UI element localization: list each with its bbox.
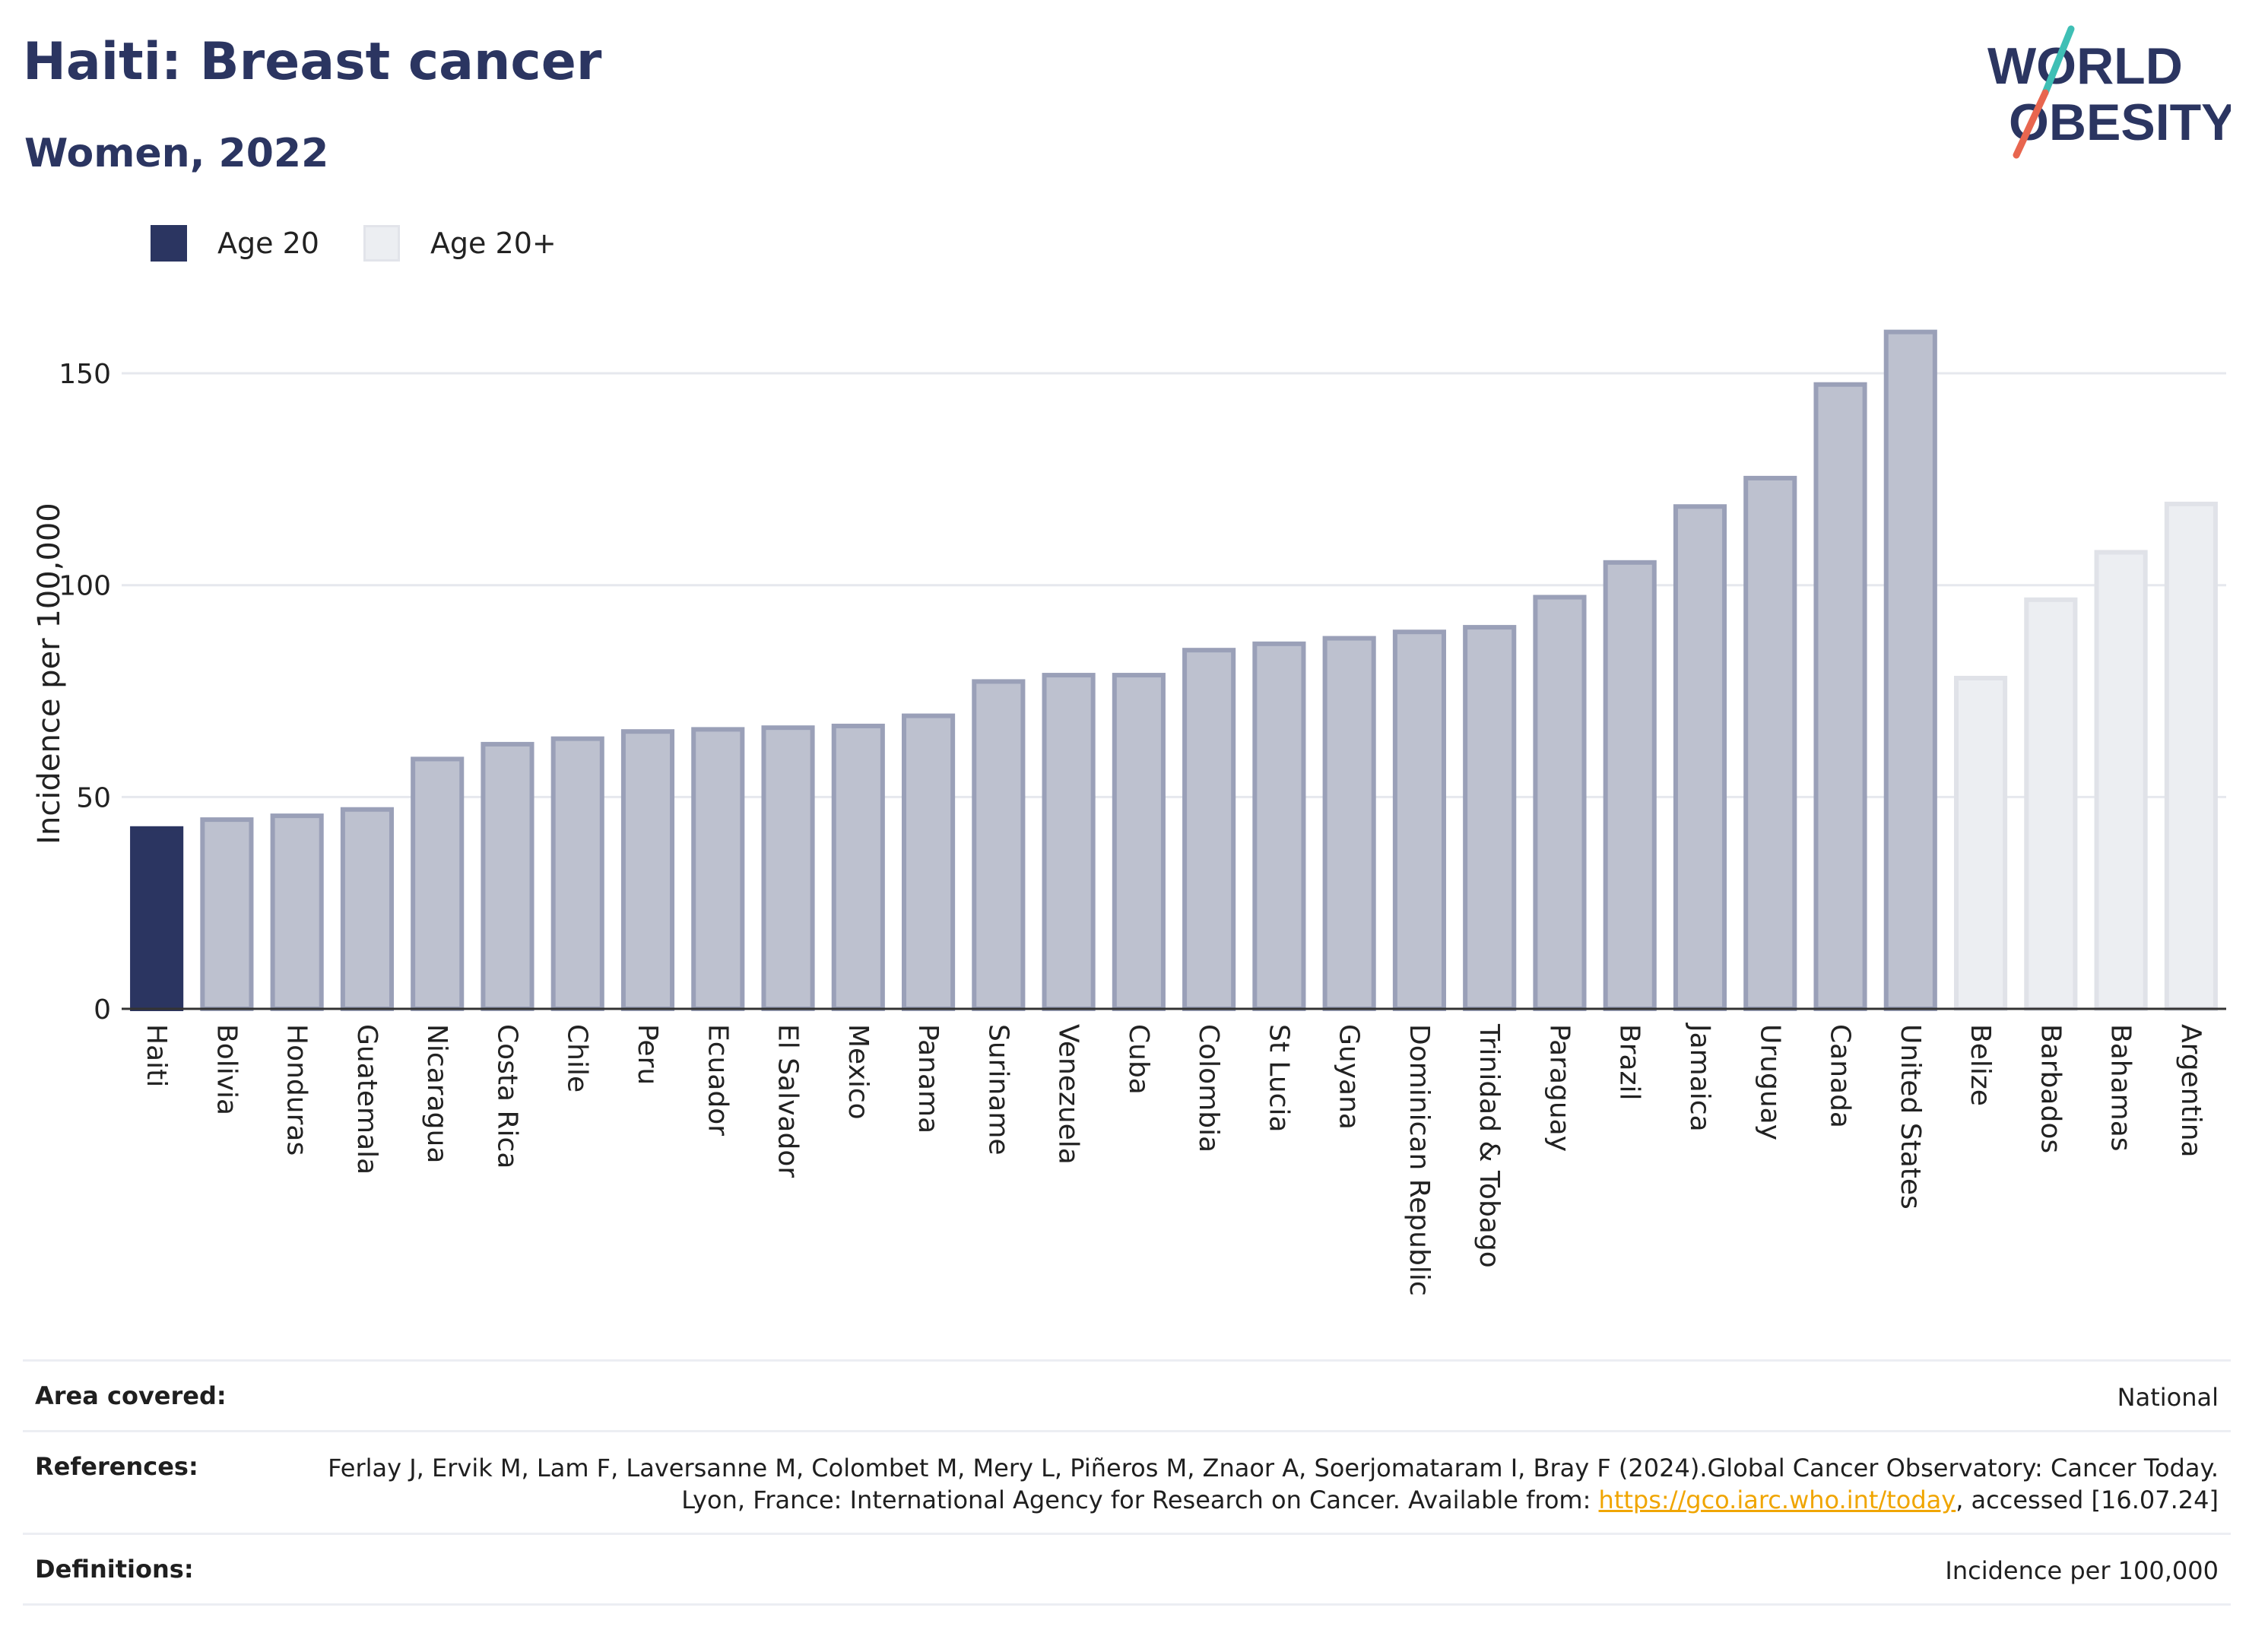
bar-united-states xyxy=(1883,329,1937,1011)
x-tick-label: El Salvador xyxy=(772,1024,804,1178)
x-tick-label: Bolivia xyxy=(211,1024,242,1115)
legend-swatch-age20plus xyxy=(363,225,400,262)
bar-brazil xyxy=(1603,560,1657,1011)
x-tick-label: Barbados xyxy=(2035,1024,2066,1153)
chart-title: Haiti: Breast cancer xyxy=(23,32,602,92)
references-value: Ferlay J, Ervik M, Lam F, Laversanne M, … xyxy=(318,1452,2219,1516)
references-suffix: , accessed [16.07.24] xyxy=(1956,1486,2219,1514)
bar-chart: 0 50 100 150 Incidence per 100,000 Haiti Boliv… xyxy=(32,329,2226,1296)
x-tick-label: Peru xyxy=(632,1024,663,1085)
y-tick-label: 100 xyxy=(59,571,111,602)
x-tick-label: Mexico xyxy=(842,1024,874,1120)
bar-peru xyxy=(620,729,675,1011)
x-tick-label: Guatemala xyxy=(351,1024,382,1175)
legend-label-age20: Age 20 xyxy=(217,227,319,260)
x-tick-label: Belize xyxy=(1965,1024,1996,1106)
bar-mexico xyxy=(831,723,885,1011)
x-tick-label: Canada xyxy=(1825,1024,1856,1128)
x-tick-label: Uruguay xyxy=(1754,1024,1785,1140)
y-tick-label: 0 xyxy=(94,994,111,1026)
footer-row-references: References: Ferlay J, Ervik M, Lam F, La… xyxy=(23,1430,2231,1533)
area-label: Area covered: xyxy=(35,1381,227,1410)
bar-ecuador xyxy=(691,727,745,1011)
logo-line-2: OBESITY xyxy=(2009,94,2231,151)
bar-nicaragua xyxy=(411,756,465,1011)
y-tick-label: 50 xyxy=(76,782,111,813)
x-tick-label: Cuba xyxy=(1123,1024,1154,1095)
x-tick-label: St Lucia xyxy=(1263,1024,1294,1133)
x-tick-label: Nicaragua xyxy=(421,1024,452,1163)
bar-costa-rica xyxy=(481,741,534,1011)
x-tick-label: United States xyxy=(1895,1024,1926,1210)
bar-bahamas xyxy=(2094,550,2148,1011)
bar-panama xyxy=(902,713,956,1012)
bar-haiti xyxy=(130,826,184,1011)
bar-suriname xyxy=(972,679,1026,1011)
legend-label-age20plus: Age 20+ xyxy=(430,227,557,260)
footer-table: Area covered: National References: Ferla… xyxy=(23,1359,2231,1606)
footer-row-definitions: Definitions: Incidence per 100,000 xyxy=(23,1533,2231,1606)
x-tick-label: Haiti xyxy=(141,1024,172,1087)
references-text: Ferlay J, Ervik M, Lam F, Laversanne M, … xyxy=(328,1454,2219,1514)
x-tick-label: Panama xyxy=(912,1024,944,1134)
bar-dominican-republic xyxy=(1392,629,1446,1012)
x-tick-label: Trinidad & Tobago xyxy=(1473,1023,1505,1268)
bar-chile xyxy=(550,736,604,1011)
y-axis-label: Incidence per 100,000 xyxy=(32,503,67,845)
bar-honduras xyxy=(270,813,324,1011)
logo-line-1: WORLD xyxy=(1987,37,2183,95)
x-tick-label: Jamaica xyxy=(1684,1023,1715,1132)
x-tick-label: Dominican Republic xyxy=(1404,1024,1435,1296)
bar-jamaica xyxy=(1673,504,1727,1011)
area-value: National xyxy=(2117,1383,2219,1412)
legend-swatch-age20 xyxy=(151,225,187,262)
x-tick-label: Costa Rica xyxy=(491,1024,522,1168)
references-label: References: xyxy=(35,1452,198,1481)
bar-bolivia xyxy=(200,817,254,1011)
bar-belize xyxy=(1954,675,2008,1011)
x-tick-label: Argentina xyxy=(2175,1024,2206,1158)
x-tick-label: Venezuela xyxy=(1053,1024,1084,1165)
chart-legend: Age 20 Age 20+ xyxy=(151,225,601,262)
bar-venezuela xyxy=(1042,673,1096,1011)
x-tick-label: Bahamas xyxy=(2105,1024,2136,1152)
bar-cuba xyxy=(1112,673,1166,1011)
bar-colombia xyxy=(1182,648,1236,1012)
bar-uruguay xyxy=(1743,475,1797,1011)
references-link[interactable]: https://gco.iarc.who.int/today xyxy=(1598,1486,1956,1514)
x-tick-label: Colombia xyxy=(1193,1024,1224,1153)
x-tick-label: Chile xyxy=(562,1024,593,1092)
y-tick-label: 150 xyxy=(59,359,111,390)
footer-row-area: Area covered: National xyxy=(23,1359,2231,1430)
definitions-value: Incidence per 100,000 xyxy=(1945,1556,2219,1585)
bar-st-lucia xyxy=(1252,641,1306,1012)
bar-trinidad-tobago xyxy=(1463,625,1517,1011)
bar-guatemala xyxy=(340,807,394,1012)
x-tick-label: Suriname xyxy=(982,1024,1013,1156)
bar-el-salvador xyxy=(761,725,815,1012)
x-tick-label: Ecuador xyxy=(702,1024,733,1136)
x-tick-label: Brazil xyxy=(1614,1024,1645,1100)
x-tick-label: Honduras xyxy=(281,1024,312,1156)
definitions-label: Definitions: xyxy=(35,1555,194,1584)
bar-guyana xyxy=(1322,636,1376,1012)
world-obesity-logo: WORLD OBESITY xyxy=(1987,25,2231,159)
bar-paraguay xyxy=(1533,595,1587,1011)
bar-canada xyxy=(1813,382,1867,1012)
bar-argentina xyxy=(2164,501,2218,1011)
bar-barbados xyxy=(2024,597,2078,1011)
chart-subtitle: Women, 2022 xyxy=(24,131,329,176)
x-tick-label: Paraguay xyxy=(1543,1024,1575,1152)
x-tick-label: Guyana xyxy=(1334,1024,1365,1130)
